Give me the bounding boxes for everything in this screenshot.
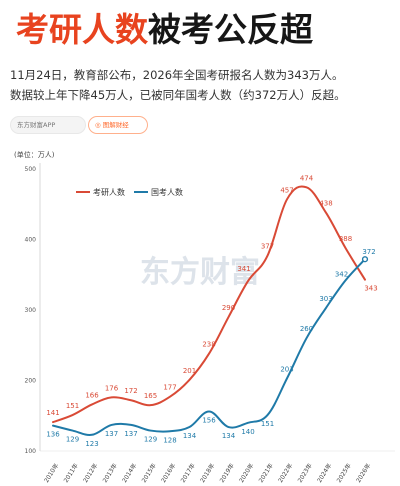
data-label: 372	[362, 248, 375, 256]
x-tick-label: 2010年	[42, 462, 60, 484]
tab-graphic-finance[interactable]: ◎ 图解财经	[88, 116, 148, 134]
data-label: 129	[66, 436, 79, 444]
data-label: 165	[144, 392, 157, 400]
x-tick-label: 2014年	[120, 462, 138, 484]
x-tick-label: 2017年	[179, 462, 197, 484]
data-label: 201	[183, 367, 196, 375]
watermark: 东方财富	[140, 255, 260, 290]
data-label: 137	[105, 430, 118, 438]
series-line-kaoyan	[52, 185, 366, 424]
x-tick-label: 2025年	[335, 462, 353, 484]
subtitle-line-2: 数据较上年下降45万人，已被同年国考人数（约372万人）反超。	[10, 88, 346, 102]
data-label: 343	[364, 285, 377, 293]
x-tick-label: 2023年	[296, 462, 314, 484]
data-label: 137	[124, 430, 137, 438]
x-tick-label: 2022年	[276, 462, 294, 484]
data-label: 134	[222, 432, 236, 440]
data-label: 342	[335, 270, 348, 278]
y-tick-label: 100	[25, 448, 37, 455]
series-line-guokao	[52, 258, 366, 436]
x-tick-label: 2011年	[62, 462, 80, 484]
subtitle-line-1: 11月24日，教育部公布，2026年全国考研报名人数为343万人。	[10, 68, 344, 82]
data-label: 151	[66, 402, 79, 410]
x-tick-label: 2021年	[257, 462, 275, 484]
x-tick-label: 2018年	[198, 462, 216, 484]
x-tick-label: 2020年	[237, 462, 255, 484]
x-tick-label: 2016年	[159, 462, 177, 484]
data-label: 203	[280, 365, 293, 373]
data-label: 156	[202, 417, 216, 425]
data-label: 172	[124, 387, 137, 395]
x-tick-label: 2013年	[101, 462, 119, 484]
end-point-marker	[361, 256, 369, 263]
data-label: 177	[163, 384, 176, 392]
data-label: 303	[319, 295, 332, 303]
data-label: 151	[261, 420, 274, 428]
y-tick-label: 300	[25, 307, 37, 314]
data-label: 438	[319, 200, 332, 208]
data-label: 238	[202, 341, 215, 349]
data-label: 474	[300, 174, 314, 182]
data-label: 140	[241, 428, 254, 436]
y-tick-label: 400	[25, 237, 37, 244]
y-unit-label: (单位：万人)	[14, 151, 55, 159]
data-label: 123	[85, 440, 98, 448]
tab-app[interactable]: 东方财富APP	[10, 116, 86, 134]
data-label: 134	[183, 432, 197, 440]
y-tick-label: 200	[25, 378, 37, 385]
data-label: 260	[300, 325, 313, 333]
headline-rest: 被考公反超	[148, 10, 313, 49]
data-label: 457	[280, 186, 293, 194]
headline: 考研人数被考公反超	[16, 8, 313, 52]
x-tick-label: 2026年	[354, 462, 372, 484]
x-tick-label: 2012年	[81, 462, 99, 484]
data-label: 290	[222, 304, 235, 312]
x-tick-label: 2019年	[218, 462, 236, 484]
data-label: 176	[105, 384, 119, 392]
data-label: 341	[237, 265, 250, 273]
data-label: 388	[339, 235, 352, 243]
data-label: 166	[85, 391, 99, 399]
legend-label: 考研人数	[93, 187, 125, 197]
x-tick-label: 2015年	[140, 462, 158, 484]
headline-highlight: 考研人数	[16, 10, 148, 49]
data-label: 129	[144, 436, 157, 444]
legend-label: 国考人数	[151, 187, 183, 197]
data-label: 128	[163, 436, 176, 444]
data-label: 141	[46, 409, 59, 417]
x-tick-label: 2024年	[315, 462, 333, 484]
data-label: 136	[46, 431, 60, 439]
y-tick-label: 500	[25, 166, 37, 173]
data-label: 377	[261, 243, 274, 251]
